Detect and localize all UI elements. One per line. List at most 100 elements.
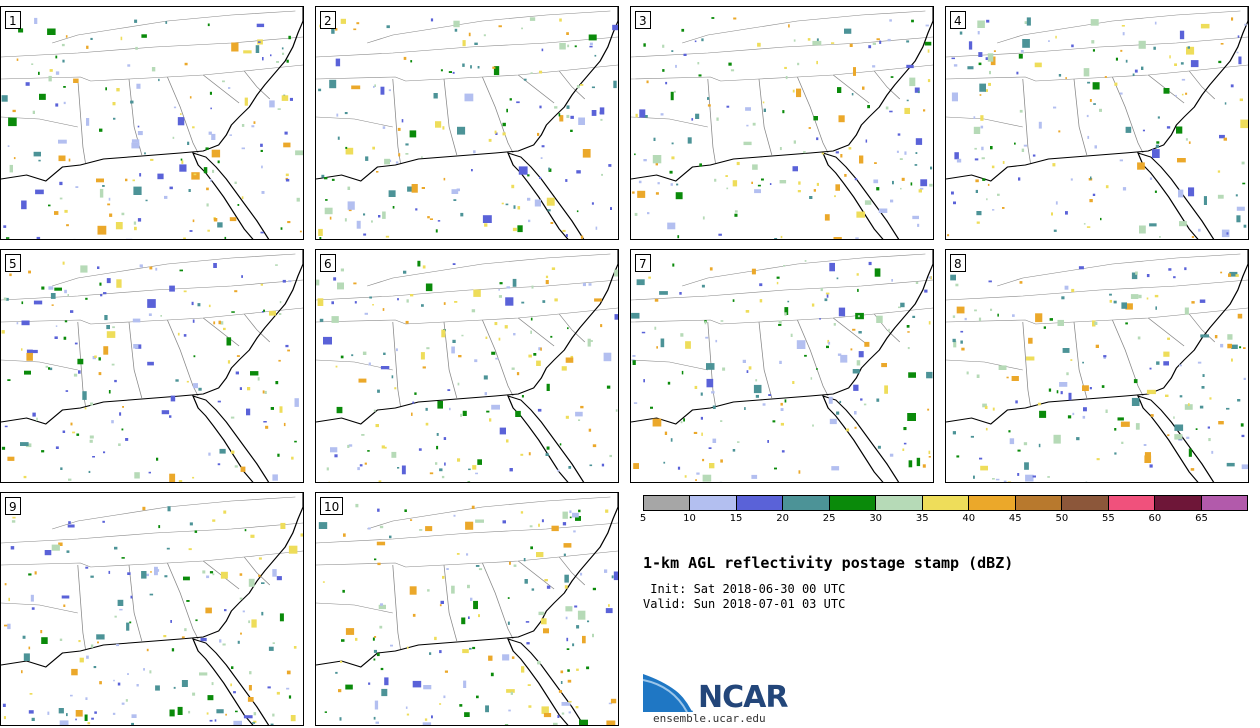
reflectivity-cell — [378, 604, 386, 610]
reflectivity-cell — [340, 355, 344, 359]
reflectivity-cell — [9, 164, 13, 173]
reflectivity-cell — [1167, 337, 1170, 340]
state-boundary — [946, 116, 1023, 128]
reflectivity-cell — [812, 424, 814, 427]
reflectivity-cell — [263, 309, 265, 312]
reflectivity-cell — [1034, 62, 1042, 68]
reflectivity-cell — [248, 685, 252, 691]
reflectivity-cell — [792, 166, 798, 172]
reflectivity-cell — [1157, 116, 1160, 119]
reflectivity-cell — [568, 700, 572, 703]
state-boundary — [52, 253, 296, 287]
reflectivity-cell — [270, 407, 274, 410]
reflectivity-cell — [502, 520, 506, 524]
reflectivity-cell — [562, 229, 566, 232]
state-boundary — [367, 253, 611, 287]
reflectivity-cell — [730, 69, 735, 72]
reflectivity-cell — [261, 611, 264, 616]
reflectivity-cell — [367, 450, 370, 452]
reflectivity-cell — [376, 541, 386, 546]
reflectivity-cell — [58, 708, 64, 714]
reflectivity-cell — [86, 45, 89, 49]
reflectivity-cell — [456, 553, 460, 555]
reflectivity-cell — [779, 180, 787, 184]
map-canvas — [946, 7, 1248, 239]
reflectivity-cell — [329, 216, 332, 220]
reflectivity-cell — [562, 522, 567, 526]
reflectivity-cell — [351, 354, 354, 357]
reflectivity-cell — [48, 75, 52, 82]
reflectivity-cell — [1156, 361, 1160, 365]
reflectivity-cell — [425, 407, 428, 411]
state-boundary — [1, 36, 303, 58]
reflectivity-cell — [572, 643, 575, 647]
reflectivity-cell — [997, 193, 1000, 196]
reflectivity-cell — [167, 506, 171, 512]
reflectivity-cell — [170, 395, 176, 402]
reflectivity-cell — [779, 360, 782, 364]
reflectivity-cell — [1002, 207, 1005, 209]
reflectivity-cell — [125, 699, 128, 702]
reflectivity-cell — [325, 199, 328, 201]
reflectivity-cell — [846, 428, 850, 432]
colorbar-swatch — [1015, 496, 1063, 510]
reflectivity-cell — [670, 183, 673, 186]
reflectivity-cell — [407, 186, 412, 192]
reflectivity-cell — [111, 363, 115, 366]
reflectivity-cell — [611, 575, 614, 579]
reflectivity-cell — [569, 510, 572, 514]
reflectivity-cell — [335, 671, 338, 674]
state-boundary — [443, 321, 458, 399]
reflectivity-cell — [1100, 217, 1102, 221]
reflectivity-cell — [1173, 416, 1175, 419]
reflectivity-cell — [258, 574, 261, 577]
state-boundary — [316, 64, 618, 82]
colorbar-tick-label: 25 — [822, 513, 836, 524]
reflectivity-cell — [518, 166, 528, 175]
reflectivity-cell — [45, 365, 49, 368]
reflectivity-cell — [709, 463, 715, 469]
reflectivity-cell — [98, 357, 101, 361]
reflectivity-cell — [1138, 294, 1142, 299]
reflectivity-cell — [1173, 276, 1176, 279]
reflectivity-cell — [380, 603, 383, 606]
reflectivity-cell — [654, 326, 657, 330]
reflectivity-cell — [543, 628, 549, 634]
reflectivity-cell — [58, 155, 66, 162]
reflectivity-cell — [1231, 358, 1233, 362]
reflectivity-cell — [211, 682, 214, 686]
reflectivity-cell — [227, 360, 231, 364]
reflectivity-cell — [357, 467, 360, 471]
reflectivity-cell — [820, 288, 823, 292]
reflectivity-cell — [240, 632, 242, 635]
reflectivity-cell — [7, 145, 10, 147]
reflectivity-cell — [863, 403, 867, 406]
reflectivity-cell — [1130, 294, 1139, 299]
reflectivity-cell — [1086, 226, 1091, 228]
reflectivity-cell — [1038, 121, 1042, 129]
reflectivity-cell — [780, 408, 784, 411]
reflectivity-cell — [55, 325, 58, 327]
reflectivity-cell — [511, 367, 515, 370]
reflectivity-cell — [521, 395, 524, 398]
reflectivity-cell — [752, 164, 758, 170]
reflectivity-cell — [594, 54, 597, 57]
reflectivity-cell — [158, 525, 161, 529]
reflectivity-cell — [1067, 415, 1072, 419]
reflectivity-cell — [217, 222, 223, 228]
reflectivity-cell — [888, 328, 890, 332]
reflectivity-cell — [181, 680, 188, 687]
reflectivity-cell — [441, 475, 445, 479]
reflectivity-cell — [541, 519, 544, 523]
reflectivity-cell — [12, 109, 16, 113]
reflectivity-cell — [288, 280, 292, 283]
reflectivity-cell — [85, 697, 88, 700]
reflectivity-cell — [1090, 19, 1099, 26]
reflectivity-cell — [881, 363, 887, 368]
reflectivity-cell — [1227, 343, 1232, 349]
reflectivity-cell — [377, 508, 380, 512]
state-boundary — [443, 564, 458, 642]
reflectivity-cell — [415, 208, 418, 211]
reflectivity-cell — [1137, 336, 1141, 340]
reflectivity-cell — [634, 212, 638, 216]
